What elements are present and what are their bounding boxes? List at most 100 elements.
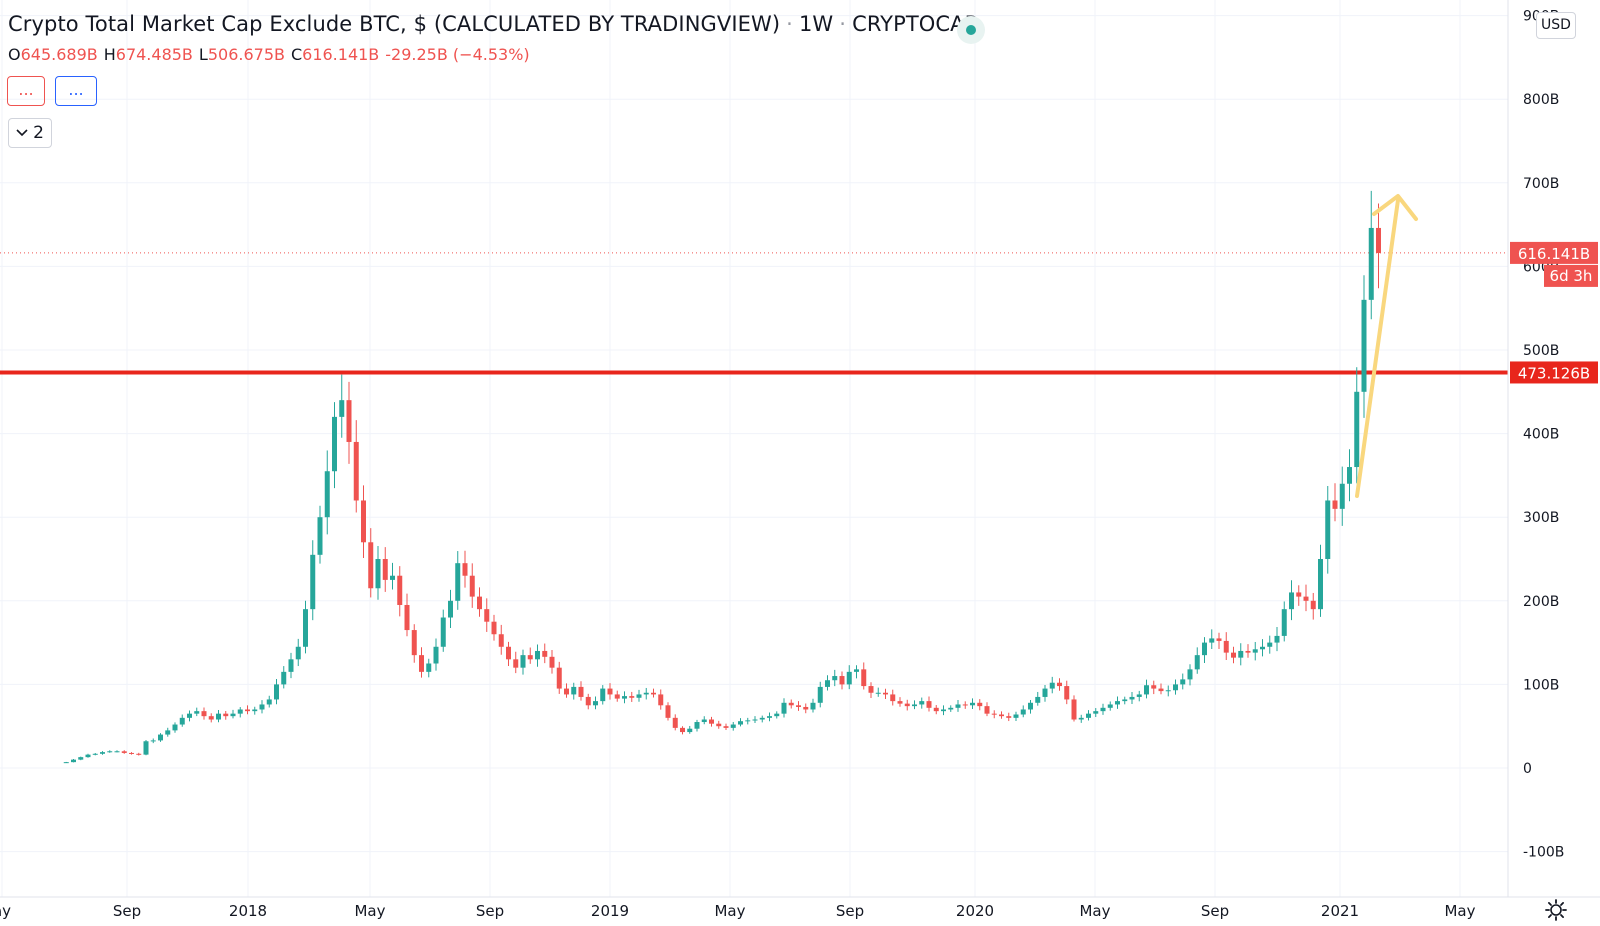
candle-body (216, 713, 221, 720)
candle-body (172, 724, 178, 731)
candle-body (107, 751, 113, 753)
symbol-title[interactable]: Crypto Total Market Cap Exclude BTC, $ (… (8, 12, 781, 36)
candle-body (1187, 669, 1193, 680)
candle-body (738, 721, 743, 725)
candle-body (1368, 227, 1374, 300)
y-tick-label: 300B (1523, 510, 1559, 526)
candle-body (933, 707, 939, 712)
candle-body (1129, 696, 1135, 700)
candle-body (1238, 650, 1244, 658)
candle-body (1180, 679, 1186, 685)
arrow-head (1372, 194, 1418, 221)
candle-body (890, 694, 896, 702)
candle-body (643, 692, 649, 695)
candle-body (825, 680, 830, 687)
candle-body (179, 717, 185, 725)
candle-body (752, 719, 758, 721)
currency-button[interactable]: USD (1536, 12, 1576, 39)
candle-body (71, 759, 76, 763)
candle-body (1245, 650, 1251, 653)
candle-body (404, 604, 410, 631)
candle-body (1020, 709, 1026, 715)
candle-body (854, 669, 859, 672)
candle-body (317, 517, 323, 555)
candle-body (1260, 646, 1265, 650)
candle-body (1173, 684, 1178, 691)
candle-body (484, 609, 490, 622)
gear-icon[interactable] (1544, 898, 1568, 922)
candle-body (1361, 299, 1367, 392)
candle-body (513, 659, 519, 668)
candle-body (332, 416, 337, 472)
candle-body (672, 717, 678, 728)
candle-body (295, 646, 301, 660)
candle-body (194, 711, 200, 714)
time-axis: ay Sep 2018 May Sep 2019 May Sep 2020 May Sep 2021 M… (0, 902, 1476, 920)
candle-body (723, 726, 729, 728)
arrow-shaft (1355, 198, 1400, 498)
candle-body (636, 694, 642, 698)
ohlc-legend: O645.689B H674.485B L506.675B C616.141B -29.… (8, 45, 536, 64)
candle-body (527, 655, 533, 660)
x-tick-label: Sep (836, 902, 864, 920)
candle-body (977, 702, 983, 707)
x-tick-label: May (1079, 902, 1110, 920)
candle-body (970, 702, 975, 706)
candle-body (455, 563, 461, 601)
level-lines (0, 252, 1508, 375)
y-tick-label: 100B (1523, 677, 1559, 693)
candle-body (100, 752, 105, 754)
candle-body (883, 692, 888, 695)
candle-body (1078, 717, 1084, 720)
candle-body (433, 646, 439, 664)
open-label: O (8, 45, 21, 64)
candle-body (614, 694, 620, 699)
candle-body (208, 716, 214, 720)
candle-body (629, 696, 635, 698)
candle-body (1107, 704, 1113, 708)
price-badges: 616.141B 6d 3h 473.126B (1510, 241, 1598, 384)
candle-body (1216, 638, 1222, 641)
candle-body (411, 630, 417, 656)
candle-body (962, 704, 968, 706)
indicator-button-red[interactable]: ... (7, 76, 45, 106)
level-price-label: 473.126B (1518, 364, 1590, 382)
x-tick-label: May (354, 902, 385, 920)
candle-body (875, 692, 881, 694)
collapse-indicators-button[interactable]: 2 (8, 118, 52, 148)
candle-body (578, 686, 584, 697)
candle-body (1151, 685, 1157, 689)
indicator-button-blue[interactable]: ... (55, 76, 97, 106)
low-value: 506.675B (207, 45, 285, 64)
candle-body (585, 696, 591, 706)
countdown-badge (1544, 264, 1598, 287)
candle-body (1136, 694, 1142, 697)
trend-arrow-annotation (1355, 194, 1418, 498)
candle-body (542, 650, 548, 657)
candle-body (694, 722, 700, 729)
candle-body (150, 740, 156, 742)
price-axis: 900B800B700B600B500B400B300B200B100B0-10… (1523, 9, 1564, 861)
candle-body (1267, 642, 1273, 647)
candle-body (1281, 609, 1287, 636)
candle-body (1028, 702, 1033, 710)
candle-body (788, 702, 794, 706)
candle-body (556, 667, 562, 689)
candle-body (245, 709, 250, 712)
candle-body (658, 694, 664, 706)
candle-body (1122, 699, 1128, 702)
candle-body (1223, 640, 1229, 653)
candle-body (1194, 655, 1200, 670)
candle-body (622, 696, 627, 699)
candle-body (1289, 592, 1294, 610)
x-tick-label: Sep (476, 902, 504, 920)
x-tick-label: May (714, 902, 745, 920)
candle-body (1332, 500, 1338, 509)
exchange-label: CRYPTOCAP (852, 12, 978, 36)
candle-body (1115, 701, 1120, 705)
y-tick-label: 700B (1523, 176, 1559, 192)
candle-body (665, 705, 671, 718)
interval-label[interactable]: 1W (798, 12, 834, 36)
candle-body (136, 753, 142, 755)
